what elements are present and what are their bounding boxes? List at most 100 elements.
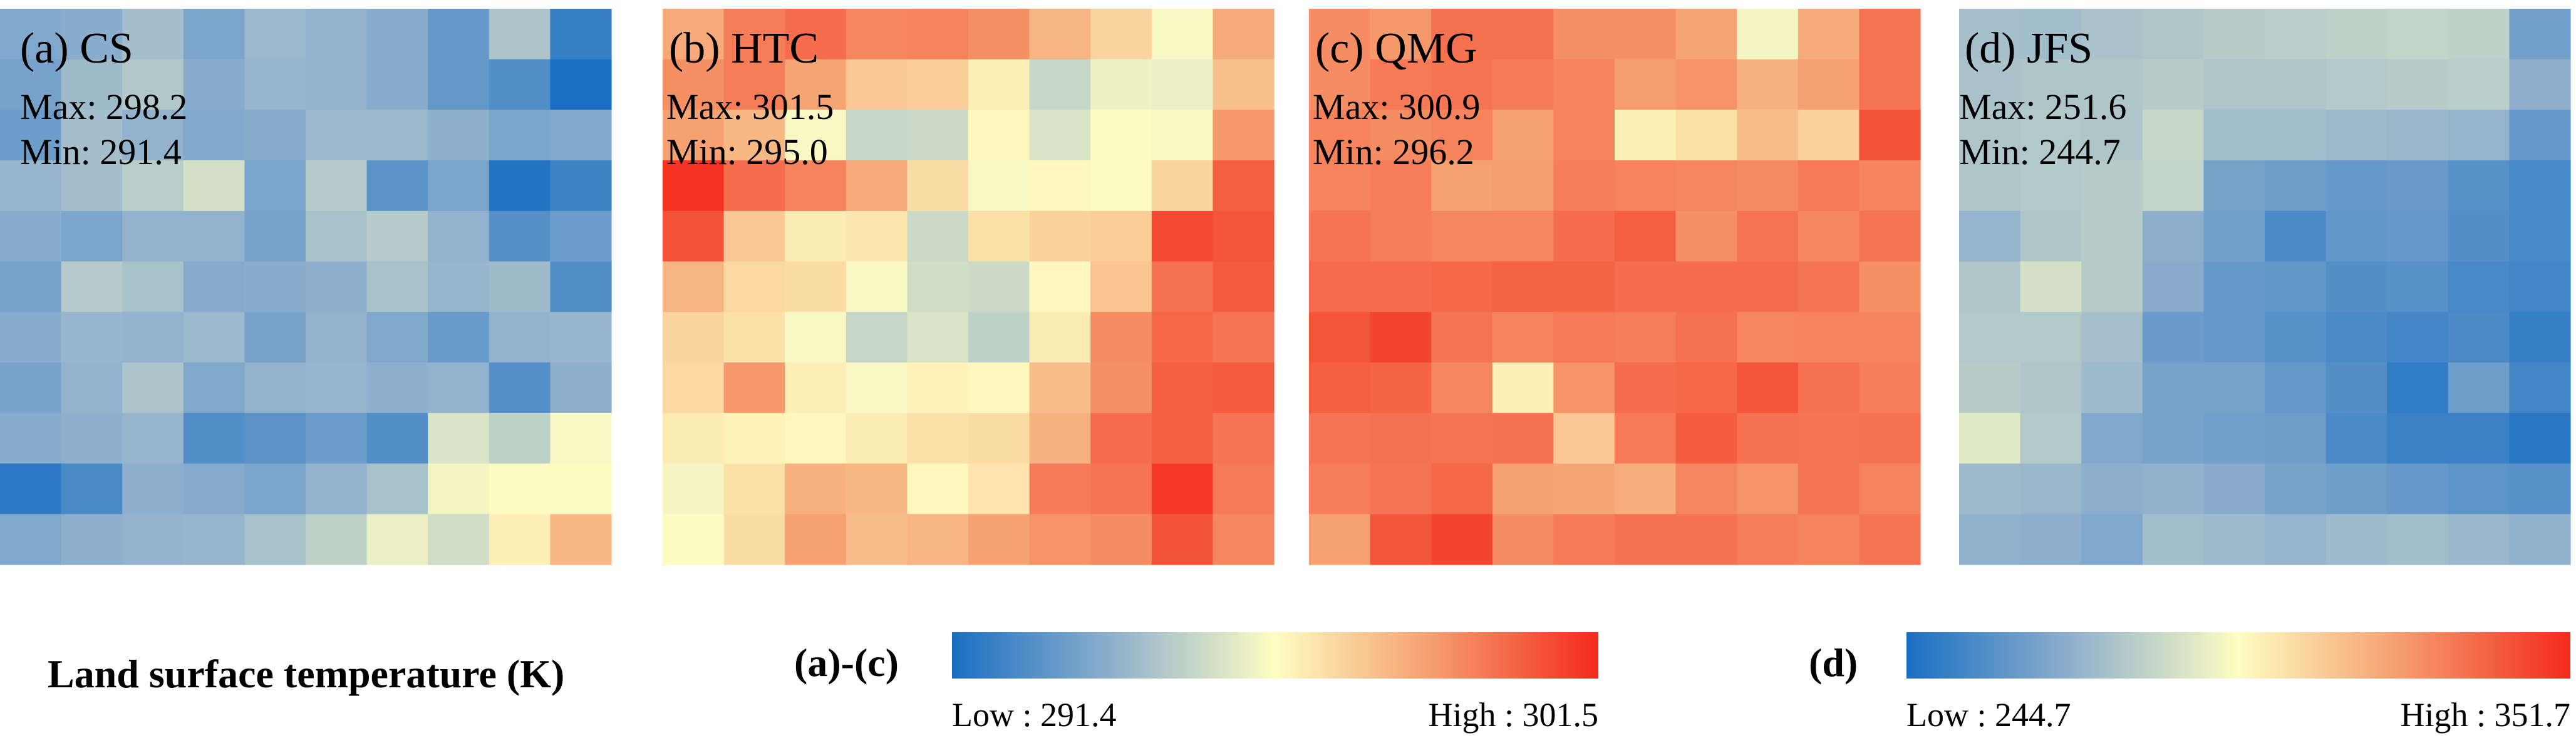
heatmap-cell-c-r2-c3 <box>1492 110 1554 161</box>
heatmap-cell-d-r4-c1 <box>2020 210 2082 262</box>
heatmap-cell-c-r0-c0 <box>1309 9 1371 60</box>
colorbar-d-gradient <box>1906 632 2570 679</box>
heatmap-cell-b-r5-c7 <box>1090 261 1152 312</box>
heatmap-cell-c-r7-c8 <box>1798 362 1860 414</box>
heatmap-cell-c-r2-c8 <box>1798 110 1860 161</box>
heatmap-cell-a-r10-c8 <box>489 514 551 565</box>
heatmap-cell-c-r1-c1 <box>1370 59 1432 111</box>
heatmap-cell-d-r8-c9 <box>2509 413 2571 464</box>
heatmap-cell-b-r4-c8 <box>1151 210 1213 262</box>
heatmap-cell-d-r6-c2 <box>2081 312 2143 363</box>
heatmap-cell-c-r10-c9 <box>1859 514 1921 565</box>
heatmap-cell-c-r10-c0 <box>1309 514 1371 565</box>
heatmap-cell-d-r5-c5 <box>2265 261 2327 312</box>
heatmap-cell-d-r9-c2 <box>2081 463 2143 515</box>
heatmap-cell-b-r3-c2 <box>785 160 847 212</box>
heatmap-cell-c-r0-c4 <box>1553 9 1615 60</box>
heatmap-cell-c-r3-c3 <box>1492 160 1554 212</box>
heatmap-cell-c-r4-c5 <box>1615 210 1677 262</box>
heatmap-cell-d-r10-c9 <box>2509 514 2571 565</box>
heatmap-cell-a-r4-c3 <box>183 210 245 262</box>
panel-d-cells <box>1959 9 2571 565</box>
heatmap-cell-b-r0-c6 <box>1029 9 1091 60</box>
heatmap-cell-a-r10-c2 <box>122 514 184 565</box>
heatmap-cell-b-r4-c0 <box>663 210 725 262</box>
heatmap-cell-c-r8-c0 <box>1309 413 1371 464</box>
heatmap-cell-a-r2-c2 <box>122 110 184 161</box>
heatmap-cell-d-r3-c5 <box>2265 160 2327 212</box>
heatmap-cell-c-r10-c1 <box>1370 514 1432 565</box>
heatmap-cell-d-r5-c7 <box>2387 261 2449 312</box>
heatmap-cell-a-r1-c4 <box>244 59 306 111</box>
heatmap-cell-d-r9-c7 <box>2387 463 2449 515</box>
heatmap-cell-b-r9-c0 <box>663 463 725 515</box>
heatmap-cell-d-r8-c4 <box>2203 413 2265 464</box>
heatmap-cell-c-r8-c1 <box>1370 413 1432 464</box>
heatmap-cell-d-r2-c4 <box>2203 110 2265 161</box>
heatmap-cell-b-r10-c9 <box>1213 514 1275 565</box>
heatmap-cell-d-r9-c1 <box>2020 463 2082 515</box>
panel-a: (a) CS Max: 298.2 Min: 291.4 <box>0 9 612 565</box>
heatmap-cell-c-r6-c1 <box>1370 312 1432 363</box>
heatmap-cell-a-r8-c8 <box>489 413 551 464</box>
heatmap-cell-a-r3-c1 <box>61 160 123 212</box>
heatmap-cell-b-r10-c4 <box>907 514 969 565</box>
heatmap-cell-a-r5-c5 <box>306 261 368 312</box>
heatmap-cell-d-r5-c0 <box>1959 261 2021 312</box>
heatmap-cell-d-r2-c7 <box>2387 110 2449 161</box>
heatmap-cell-b-r4-c6 <box>1029 210 1091 262</box>
heatmap-cell-d-r10-c6 <box>2325 514 2387 565</box>
heatmap-cell-a-r1-c0 <box>0 59 62 111</box>
heatmap-cell-c-r9-c9 <box>1859 463 1921 515</box>
heatmap-cell-d-r1-c9 <box>2509 59 2571 111</box>
heatmap-cell-c-r8-c5 <box>1615 413 1677 464</box>
heatmap-cell-a-r8-c7 <box>428 413 490 464</box>
heatmap-cell-d-r2-c8 <box>2448 110 2510 161</box>
heatmap-cell-c-r2-c2 <box>1431 110 1493 161</box>
heatmap-cell-a-r10-c5 <box>306 514 368 565</box>
heatmap-cell-d-r8-c2 <box>2081 413 2143 464</box>
heatmap-cell-b-r8-c2 <box>785 413 847 464</box>
heatmap-cell-a-r6-c6 <box>366 312 428 363</box>
heatmap-cell-b-r1-c7 <box>1090 59 1152 111</box>
panel-c-min-label: Min: 296.2 <box>1313 131 1474 172</box>
heatmap-cell-a-r6-c1 <box>61 312 123 363</box>
heatmap-cell-c-r0-c9 <box>1859 9 1921 60</box>
heatmap-cell-a-r10-c0 <box>0 514 62 565</box>
heatmap-cell-c-r9-c3 <box>1492 463 1554 515</box>
panel-d-max-label: Max: 251.6 <box>1959 86 2126 127</box>
heatmap-cell-d-r2-c3 <box>2142 110 2204 161</box>
heatmap-cell-a-r10-c1 <box>61 514 123 565</box>
heatmap-cell-a-r6-c8 <box>489 312 551 363</box>
heatmap-cell-a-r6-c3 <box>183 312 245 363</box>
heatmap-cell-a-r5-c4 <box>244 261 306 312</box>
heatmap-cell-b-r3-c5 <box>968 160 1030 212</box>
heatmap-cell-a-r0-c2 <box>122 9 184 60</box>
heatmap-cell-a-r5-c7 <box>428 261 490 312</box>
heatmap-cell-c-r3-c8 <box>1798 160 1860 212</box>
panel-b-title: (b) HTC <box>669 24 819 73</box>
heatmap-cell-d-r7-c6 <box>2325 362 2387 414</box>
heatmap-cell-b-r10-c3 <box>846 514 908 565</box>
heatmap-cell-d-r1-c4 <box>2203 59 2265 111</box>
heatmap-cell-a-r1-c5 <box>306 59 368 111</box>
heatmap-cell-b-r7-c2 <box>785 362 847 414</box>
heatmap-cell-a-r0-c7 <box>428 9 490 60</box>
heatmap-cell-c-r9-c6 <box>1675 463 1737 515</box>
heatmap-cell-d-r7-c2 <box>2081 362 2143 414</box>
heatmap-cell-c-r2-c4 <box>1553 110 1615 161</box>
heatmap-cell-b-r10-c5 <box>968 514 1030 565</box>
heatmap-cell-b-r7-c7 <box>1090 362 1152 414</box>
heatmap-cell-c-r9-c7 <box>1737 463 1799 515</box>
heatmap-cell-b-r10-c1 <box>723 514 785 565</box>
heatmap-cell-c-r2-c9 <box>1859 110 1921 161</box>
heatmap-cell-d-r10-c5 <box>2265 514 2327 565</box>
heatmap-cell-a-r5-c2 <box>122 261 184 312</box>
heatmap-cell-a-r9-c6 <box>366 463 428 515</box>
heatmap-cell-b-r2-c1 <box>723 110 785 161</box>
heatmap-cell-b-r2-c8 <box>1151 110 1213 161</box>
panel-c: (c) QMG Max: 300.9 Min: 296.2 <box>1309 9 1921 565</box>
heatmap-cell-d-r6-c6 <box>2325 312 2387 363</box>
heatmap-cell-c-r8-c9 <box>1859 413 1921 464</box>
heatmap-cell-b-r10-c6 <box>1029 514 1091 565</box>
